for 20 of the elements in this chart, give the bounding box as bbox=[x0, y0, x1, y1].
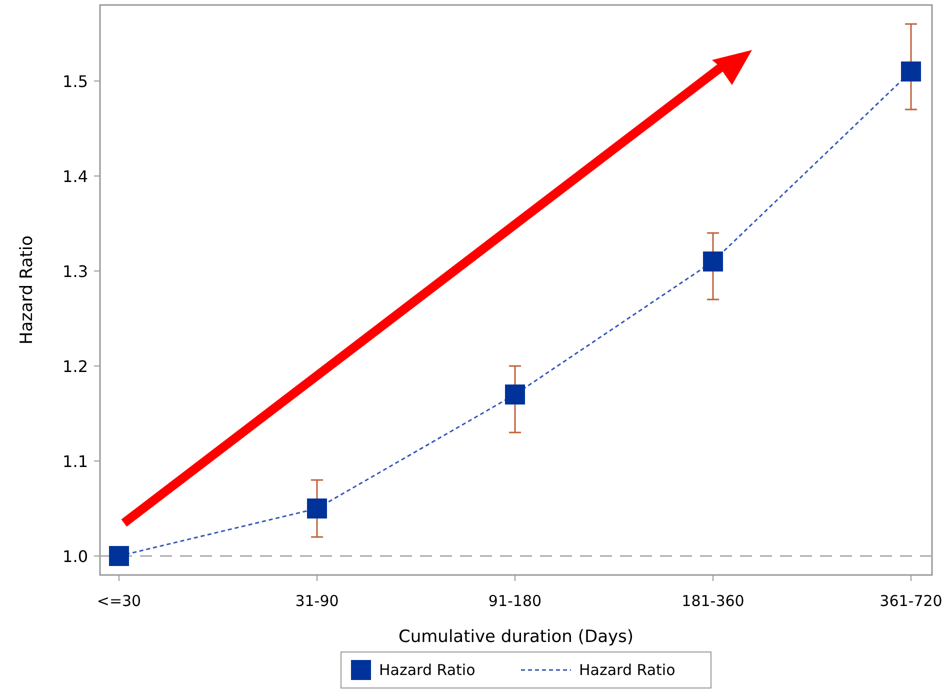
x-tick-label: 31-90 bbox=[295, 592, 339, 610]
point bbox=[307, 498, 327, 518]
y-tick-label: 1.0 bbox=[62, 547, 88, 566]
y-tick-label: 1.3 bbox=[62, 262, 88, 281]
legend-label: Hazard Ratio bbox=[379, 661, 476, 679]
y-tick-label: 1.1 bbox=[62, 452, 88, 471]
y-tick-label: 1.5 bbox=[62, 72, 88, 91]
y-tick-label: 1.4 bbox=[62, 167, 88, 186]
point bbox=[109, 546, 129, 566]
x-axis-title: Cumulative duration (Days) bbox=[398, 627, 634, 647]
point bbox=[901, 62, 921, 82]
x-tick-label: 91-180 bbox=[488, 592, 542, 610]
legend-label: Hazard Ratio bbox=[579, 661, 676, 679]
x-tick-label: <=30 bbox=[96, 592, 142, 610]
x-tick-label: 181-360 bbox=[682, 592, 744, 610]
y-tick-label: 1.2 bbox=[62, 357, 88, 376]
point bbox=[505, 384, 525, 404]
x-tick-label: 361-720 bbox=[880, 592, 942, 610]
y-axis-title: Hazard Ratio bbox=[17, 235, 37, 345]
point bbox=[703, 252, 723, 272]
